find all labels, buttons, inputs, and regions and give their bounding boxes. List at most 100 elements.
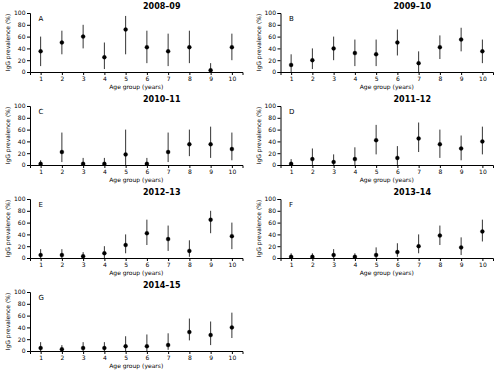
x-tick: 6 xyxy=(396,258,400,268)
point xyxy=(209,142,213,146)
x-tick: 8 xyxy=(188,72,192,82)
point xyxy=(353,157,357,161)
point xyxy=(459,38,463,42)
y-axis-line xyxy=(278,107,282,166)
x-tick-label: 9 xyxy=(460,261,464,268)
title: 2009–10 xyxy=(394,2,432,11)
point xyxy=(230,147,234,151)
point xyxy=(374,138,378,142)
y-tick-label: 100 xyxy=(14,195,26,202)
point xyxy=(395,41,399,45)
x-tick-label: 10 xyxy=(479,75,487,82)
error-bar xyxy=(61,133,62,163)
y-tick: 60 xyxy=(268,126,280,133)
y-tick-mark xyxy=(27,327,30,328)
y-tick: 40 xyxy=(18,45,30,52)
y-axis-title: IgG prevalence (%) xyxy=(255,200,263,258)
y-tick: 100 xyxy=(265,102,281,109)
x-axis-title: Age group (years) xyxy=(109,176,163,184)
x-tick-label: 6 xyxy=(396,168,400,175)
point xyxy=(209,333,213,337)
point xyxy=(310,255,314,258)
x-tick-label: 7 xyxy=(167,261,171,268)
x-tick-label: 2 xyxy=(311,261,315,268)
point xyxy=(39,49,43,53)
x-tick-label: 10 xyxy=(229,168,237,175)
point xyxy=(145,344,149,348)
y-tick-mark xyxy=(27,72,30,73)
y-tick-label: 80 xyxy=(18,300,26,307)
y-tick-label: 100 xyxy=(14,102,26,109)
panel-label: G xyxy=(39,294,44,302)
y-tick: 0 xyxy=(272,161,280,168)
y-tick-mark xyxy=(27,165,30,166)
y-tick: 80 xyxy=(18,207,30,214)
point xyxy=(124,344,128,348)
point xyxy=(417,244,421,248)
x-tick-label: 8 xyxy=(188,261,192,268)
y-axis: 020406080100 xyxy=(14,102,30,168)
point xyxy=(459,245,463,249)
x-tick-label: 8 xyxy=(188,168,192,175)
y-tick-mark xyxy=(27,316,30,317)
point xyxy=(102,55,106,59)
y-tick-label: 0 xyxy=(272,161,276,168)
y-axis-line xyxy=(27,107,31,166)
x-tick: 3 xyxy=(82,351,86,361)
y-tick-mark xyxy=(278,199,281,200)
x-tick: 5 xyxy=(124,258,128,268)
point xyxy=(480,49,484,53)
error-bar xyxy=(125,336,126,351)
x-axis: 12345678910 xyxy=(281,165,494,175)
x-tick: 4 xyxy=(353,72,357,82)
y-tick: 60 xyxy=(18,312,30,319)
y-tick-label: 80 xyxy=(268,207,276,214)
title: 2008–09 xyxy=(143,2,181,11)
y-axis-line xyxy=(27,14,31,73)
x-tick: 4 xyxy=(103,165,107,175)
panel: 123456789100204060801002014–15GAge group… xyxy=(4,281,243,370)
x-tick: 9 xyxy=(209,351,213,361)
y-tick-mark xyxy=(278,211,281,212)
y-tick: 20 xyxy=(268,243,280,250)
x-tick: 2 xyxy=(60,165,64,175)
point xyxy=(459,146,463,150)
point xyxy=(353,255,357,258)
panel-label: B xyxy=(289,15,294,23)
x-tick-label: 5 xyxy=(375,168,379,175)
error-bar xyxy=(312,148,313,165)
panel: 123456789100204060801002011–12DAge group… xyxy=(255,95,494,184)
x-tick-label: 4 xyxy=(103,75,107,82)
x-tick: 6 xyxy=(396,72,400,82)
x-tick: 5 xyxy=(124,165,128,175)
y-tick-label: 60 xyxy=(18,126,26,133)
point xyxy=(289,162,293,165)
x-tick: 7 xyxy=(167,165,171,175)
y-tick: 80 xyxy=(268,21,280,28)
plot-area xyxy=(39,16,234,72)
x-tick-label: 7 xyxy=(167,168,171,175)
x-tick: 7 xyxy=(417,165,421,175)
y-axis: 020406080100 xyxy=(265,195,281,261)
y-tick-label: 60 xyxy=(18,33,26,40)
x-tick-label: 1 xyxy=(39,75,43,82)
y-tick-label: 60 xyxy=(18,219,26,226)
y-tick-mark xyxy=(278,165,281,166)
y-tick-label: 40 xyxy=(268,231,276,238)
y-tick-mark xyxy=(27,130,30,131)
x-tick-label: 1 xyxy=(39,354,43,361)
point xyxy=(374,52,378,56)
x-tick-label: 7 xyxy=(167,354,171,361)
x-axis-title: Age group (years) xyxy=(109,269,163,277)
y-tick-label: 20 xyxy=(18,243,26,250)
x-tick: 2 xyxy=(311,72,315,82)
y-tick-mark xyxy=(278,141,281,142)
y-tick: 80 xyxy=(18,21,30,28)
x-tick-label: 7 xyxy=(167,75,171,82)
x-axis: 12345678910 xyxy=(31,165,244,175)
y-tick-label: 0 xyxy=(22,347,26,354)
x-tick: 2 xyxy=(60,72,64,82)
x-tick: 8 xyxy=(188,165,192,175)
x-tick: 4 xyxy=(103,72,107,82)
y-tick-mark xyxy=(278,106,281,107)
